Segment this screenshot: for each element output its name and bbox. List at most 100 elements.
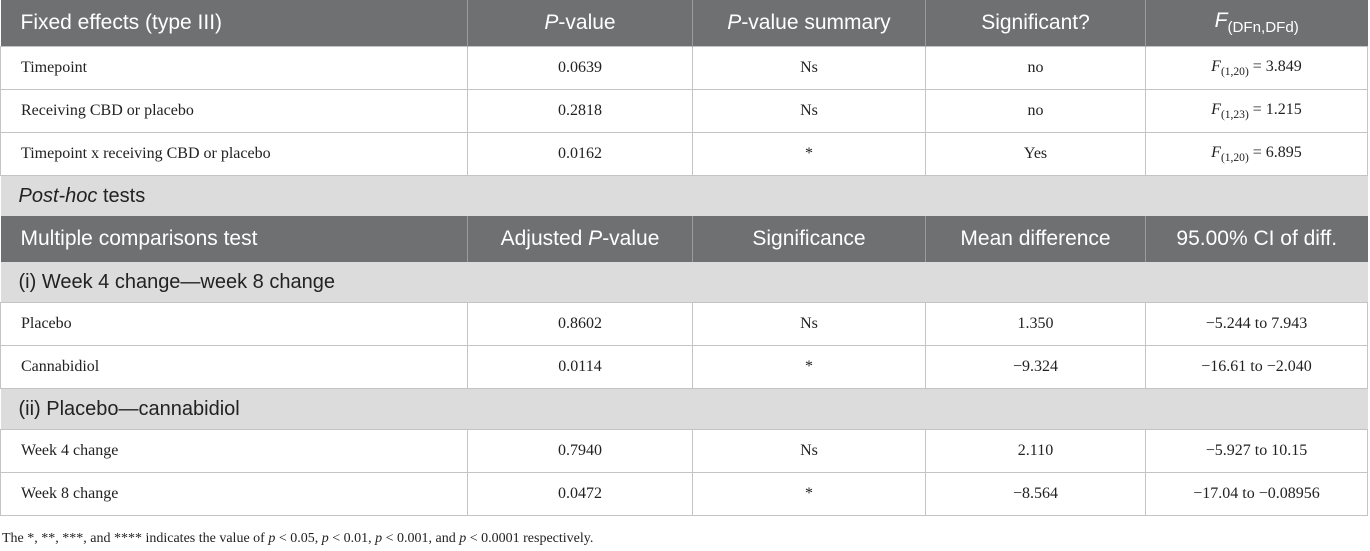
italic-text: F: [1211, 57, 1221, 75]
footnote: The *, **, ***, and **** indicates the v…: [2, 531, 593, 547]
cell: F(1,20) = 3.849: [1145, 46, 1368, 90]
italic-text: p: [268, 531, 276, 546]
cell: Ns: [692, 302, 926, 346]
text: -value summary: [741, 11, 891, 34]
text: Week 4 change: [21, 442, 119, 459]
text: 95.00% CI of diff.: [1176, 227, 1338, 250]
text: 2.110: [1017, 442, 1054, 459]
text: 0.0162: [558, 145, 602, 162]
cell: −5.244 to 7.943: [1145, 302, 1368, 346]
section-row: Post-hoc tests: [0, 175, 1368, 216]
cell: no: [925, 89, 1146, 133]
cell: 0.2818: [467, 89, 693, 133]
text: Placebo: [21, 315, 72, 332]
body-row: Timepoint 0.0639 Ns no F(1,20) = 3.849: [0, 46, 1368, 90]
cell: Cannabidiol: [0, 345, 468, 389]
text: -value: [558, 11, 616, 34]
cell: F(DFn,DFd): [1145, 0, 1368, 47]
text: Fixed effects (type III): [20, 11, 223, 34]
cell: 0.7940: [467, 429, 693, 473]
section-row: (ii) Placebo—cannabidiol: [0, 388, 1368, 430]
subscript: (DFn,DFd): [1227, 19, 1299, 37]
cell: 2.110: [925, 429, 1146, 473]
subscript: (1,20): [1220, 152, 1249, 165]
text: 0.0639: [558, 59, 602, 76]
subscript: (1,23): [1220, 109, 1249, 122]
text: < 0.001, and: [382, 531, 460, 546]
text: = 3.849: [1248, 57, 1302, 75]
cell: −16.61 to −2.040: [1145, 345, 1368, 389]
cell: Receiving CBD or placebo: [0, 89, 468, 133]
text: Week 8 change: [21, 485, 119, 502]
cell: (ii) Placebo—cannabidiol: [0, 388, 1368, 430]
cell: Ns: [692, 429, 926, 473]
cell: Timepoint: [0, 46, 468, 90]
cell: *: [692, 345, 926, 389]
text: −8.564: [1012, 485, 1059, 502]
italic-text: P: [588, 227, 603, 250]
cell: 0.0639: [467, 46, 693, 90]
text: 0.0114: [558, 358, 602, 375]
cell: Ns: [692, 89, 926, 133]
text: −9.324: [1012, 358, 1059, 375]
cell: Ns: [692, 46, 926, 90]
cell: −9.324: [925, 345, 1146, 389]
text: Receiving CBD or placebo: [21, 102, 194, 119]
text: *: [805, 485, 813, 502]
text: 0.7940: [558, 442, 602, 459]
cell: 1.350: [925, 302, 1146, 346]
text: tests: [97, 184, 146, 207]
cell: Mean difference: [925, 216, 1146, 262]
text: = 6.895: [1248, 143, 1302, 161]
cell: Placebo: [0, 302, 468, 346]
cell: Post-hoc tests: [0, 175, 1368, 216]
results-table: Fixed effects (type III) P-value P-value s…: [0, 0, 1368, 516]
text: no: [1027, 102, 1044, 119]
cell: 0.0162: [467, 132, 693, 176]
cell: Week 8 change: [0, 472, 468, 516]
text: −5.244 to 7.943: [1205, 315, 1308, 332]
text: Timepoint: [21, 59, 88, 76]
cell: no: [925, 46, 1146, 90]
cell: Week 4 change: [0, 429, 468, 473]
cell: Significance: [692, 216, 926, 262]
cell: F(1,23) = 1.215: [1145, 89, 1368, 133]
cell: Multiple comparisons test: [0, 216, 468, 262]
cell: P-value summary: [692, 0, 926, 47]
cell: (i) Week 4 change—week 8 change: [0, 262, 1368, 303]
cell: 95.00% CI of diff.: [1145, 216, 1368, 262]
text: < 0.01,: [328, 531, 376, 546]
cell: 0.0114: [467, 345, 693, 389]
text: (i) Week 4 change—week 8 change: [18, 270, 335, 293]
cell: P-value: [467, 0, 693, 47]
text: -value: [602, 227, 660, 250]
text: 1.350: [1017, 315, 1054, 332]
cell: Fixed effects (type III): [0, 0, 468, 47]
italic-text: Post-hoc: [18, 184, 98, 207]
text: no: [1027, 59, 1044, 76]
italic-text: P: [727, 11, 742, 34]
text: Cannabidiol: [21, 358, 100, 375]
text: (ii) Placebo—cannabidiol: [18, 397, 240, 420]
text: *: [805, 145, 813, 162]
italic-text: F: [1211, 143, 1221, 161]
cell: Yes: [925, 132, 1146, 176]
italic-text: p: [459, 531, 467, 546]
cell: Timepoint x receiving CBD or placebo: [0, 132, 468, 176]
body-row: Cannabidiol 0.0114 * −9.324 −16.61 to −2.040: [0, 345, 1368, 389]
head-row: Fixed effects (type III) P-value P-value s…: [0, 0, 1368, 47]
italic-text: F: [1211, 100, 1221, 118]
text: −5.927 to 10.15: [1205, 442, 1308, 459]
italic-text: F: [1214, 9, 1228, 33]
text: Ns: [800, 59, 818, 76]
body-row: Week 8 change 0.0472 * −8.564 −17.04 to −0.0…: [0, 472, 1368, 516]
text: Yes: [1023, 145, 1048, 162]
body-row: Timepoint x receiving CBD or placebo 0.01…: [0, 132, 1368, 176]
text: 0.2818: [558, 102, 602, 119]
body-row: Week 4 change 0.7940 Ns 2.110 −5.927 to 10.1…: [0, 429, 1368, 473]
text: Significance: [752, 227, 866, 250]
text: Mean difference: [960, 227, 1111, 250]
cell: F(1,20) = 6.895: [1145, 132, 1368, 176]
cell: −8.564: [925, 472, 1146, 516]
